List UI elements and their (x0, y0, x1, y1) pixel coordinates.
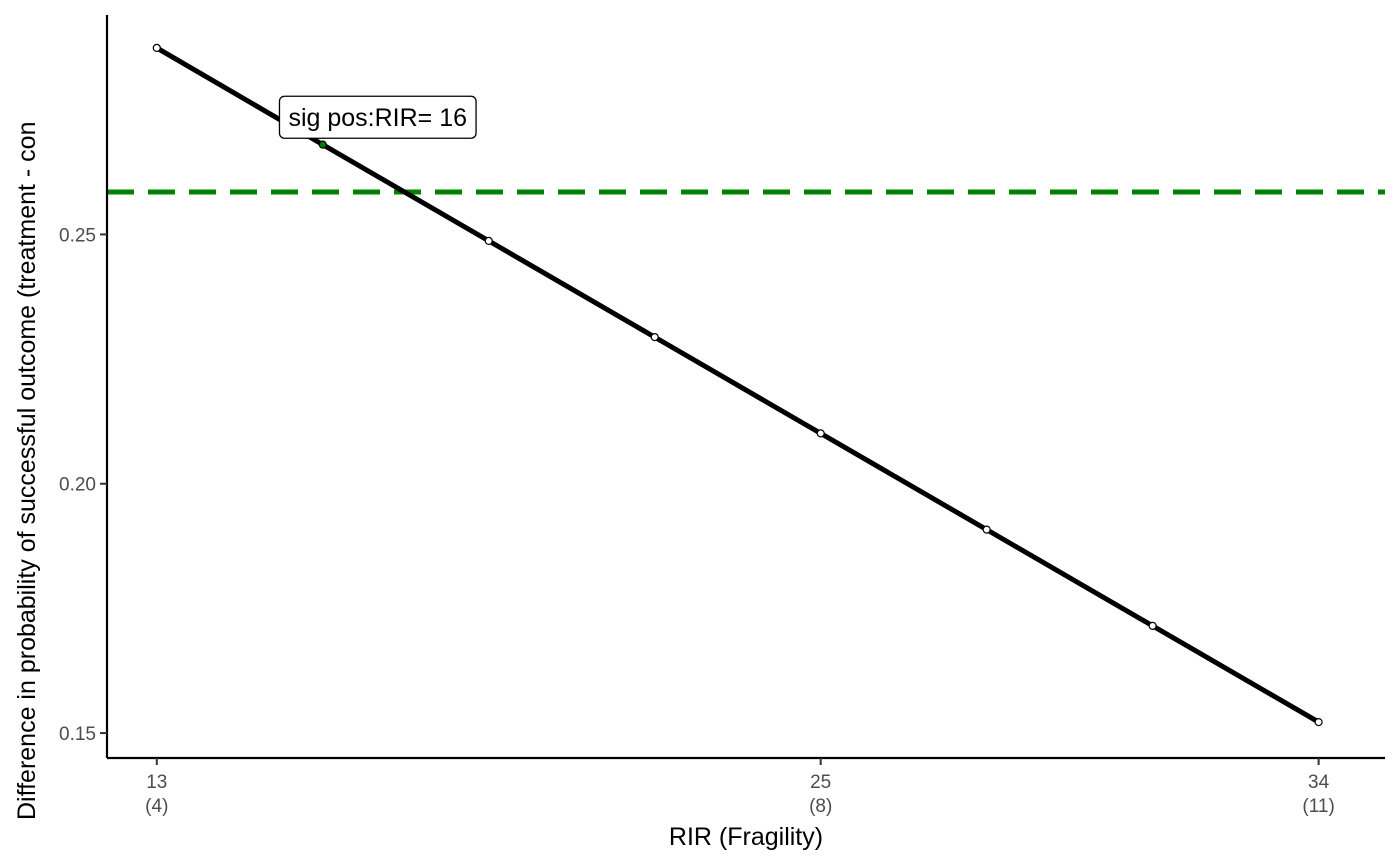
x-tick-sublabel: (8) (809, 796, 832, 817)
y-tick-label: 0.25 (59, 225, 96, 246)
data-point (152, 43, 161, 53)
data-point (982, 525, 991, 534)
series-line (155, 45, 1320, 725)
x-tick-label: 13 (146, 772, 167, 793)
data-point (650, 333, 659, 342)
y-tick-label: 0.20 (59, 475, 96, 496)
highlight-point (318, 140, 327, 149)
x-tick-label: 34 (1308, 772, 1330, 793)
x-tick-sublabel: (4) (145, 796, 168, 817)
data-point (1148, 621, 1157, 630)
x-tick-label: 25 (810, 772, 831, 793)
data-point (816, 429, 825, 438)
x-axis-title: RIR (Fragility) (669, 823, 823, 851)
data-point (1314, 717, 1323, 727)
annotation-box (278, 95, 477, 139)
y-tick-label: 0.15 (59, 724, 96, 745)
x-tick-sublabel: (11) (1302, 796, 1334, 817)
annotation-label: sig pos:RIR= 16 (288, 104, 467, 132)
data-point (484, 236, 493, 245)
y-axis-title: Difference in probability of successful … (13, 122, 41, 820)
